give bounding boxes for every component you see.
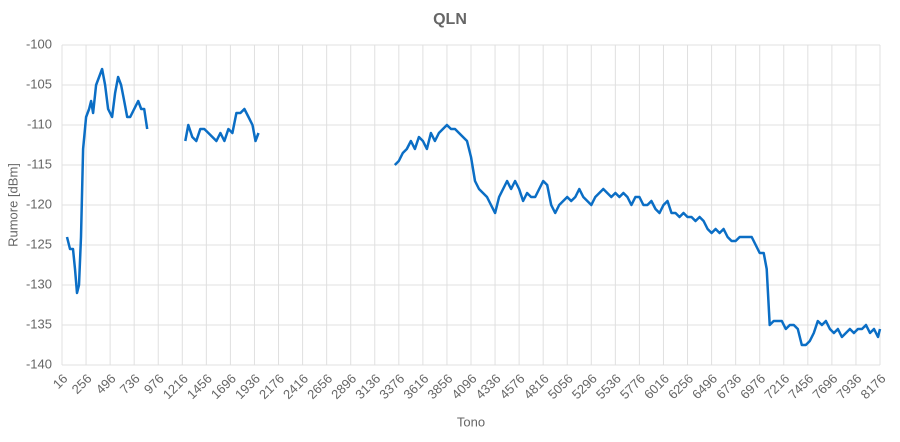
- x-tick-label: 2656: [304, 371, 335, 402]
- y-tick-label: -105: [26, 76, 52, 91]
- x-tick-label: 1936: [232, 371, 263, 402]
- x-tick-label: 6736: [713, 371, 744, 402]
- x-tick-label: 7456: [785, 371, 816, 402]
- y-tick-label: -140: [26, 356, 52, 371]
- x-tick-label: 4816: [521, 371, 552, 402]
- x-tick-label: 1456: [184, 371, 215, 402]
- x-tick-label: 496: [93, 371, 119, 397]
- x-tick-label: 3856: [424, 371, 455, 402]
- y-tick-label: -135: [26, 316, 52, 331]
- x-tick-label: 4336: [473, 371, 504, 402]
- x-tick-label: 7696: [809, 371, 840, 402]
- x-tick-label: 1216: [160, 371, 191, 402]
- x-tick-label: 6016: [641, 371, 672, 402]
- y-tick-label: -130: [26, 276, 52, 291]
- x-tick-label: 3616: [400, 371, 431, 402]
- x-tick-label: 6976: [737, 371, 768, 402]
- y-axis-label: Rumore [dBm]: [5, 163, 20, 247]
- x-tick-label: 16: [50, 371, 71, 392]
- x-tick-label: 5536: [593, 371, 624, 402]
- x-tick-label: 2416: [280, 371, 311, 402]
- x-tick-label: 7216: [761, 371, 792, 402]
- x-tick-label: 8176: [857, 371, 888, 402]
- x-tick-label: 5296: [569, 371, 600, 402]
- data-line: [65, 67, 882, 347]
- y-tick-label: -115: [27, 156, 52, 171]
- y-tick-label: -110: [27, 116, 52, 131]
- x-tick-label: 3136: [352, 371, 383, 402]
- x-tick-label: 256: [69, 371, 95, 397]
- x-tick-label: 1696: [208, 371, 239, 402]
- x-tick-label: 4576: [497, 371, 528, 402]
- x-tick-label: 2896: [328, 371, 359, 402]
- x-tick-label: 6496: [689, 371, 720, 402]
- x-tick-label: 3376: [376, 371, 407, 402]
- x-tick-label: 4096: [448, 371, 479, 402]
- x-axis-label: Tono: [457, 414, 485, 429]
- x-tick-label: 7936: [833, 371, 864, 402]
- x-tick-label: 5056: [545, 371, 576, 402]
- y-tick-label: -125: [26, 236, 52, 251]
- y-tick-label: -100: [26, 36, 52, 51]
- x-tick-label: 6256: [665, 371, 696, 402]
- chart-title: QLN: [433, 11, 467, 28]
- x-tick-label: 736: [117, 371, 143, 397]
- x-tick-label: 2176: [256, 371, 287, 402]
- x-tick-label: 5776: [617, 371, 648, 402]
- y-tick-label: -120: [26, 196, 52, 211]
